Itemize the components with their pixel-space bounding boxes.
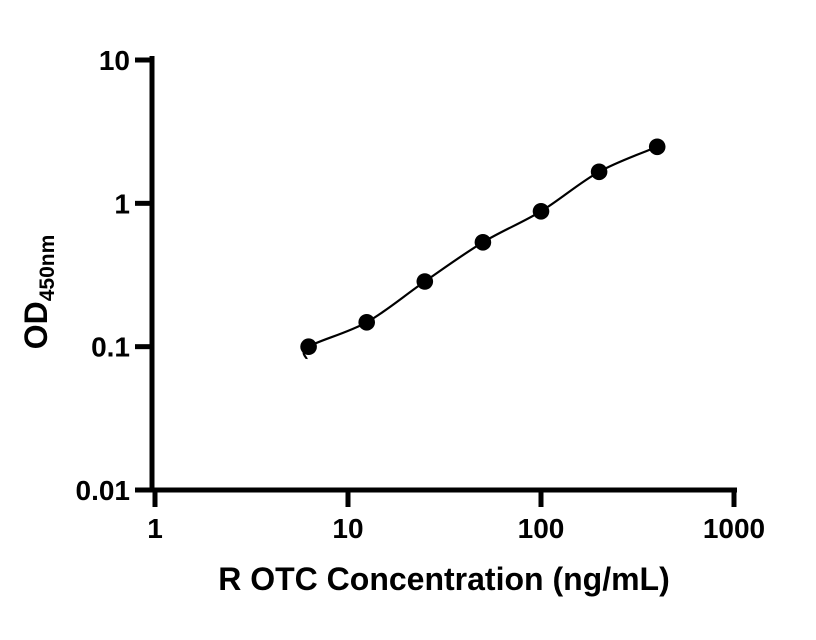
data-point: [474, 234, 492, 251]
x-tick-label: 10: [332, 513, 363, 544]
axis-titles: R OTC Concentration (ng/mL) OD450nm: [18, 235, 670, 597]
axes: [149, 56, 737, 493]
tick-labels: 1 10 100 1000 0.01 0.1 1 10: [76, 45, 766, 544]
x-tick-label: 1: [147, 513, 163, 544]
y-tick-label: 0.01: [76, 475, 131, 506]
x-tick-label: 1000: [703, 513, 765, 544]
y-axis-title-subscript: 450nm: [36, 235, 59, 302]
x-axis-title: R OTC Concentration (ng/mL): [218, 561, 670, 597]
data-point: [590, 163, 608, 181]
data-point: [416, 273, 434, 290]
data-points: [300, 138, 666, 356]
y-axis-title: OD450nm: [18, 235, 59, 350]
fit-curve-line: [302, 145, 658, 360]
y-tick-label: 0.1: [91, 332, 130, 363]
data-point: [300, 338, 317, 356]
x-tick-label: 100: [518, 513, 565, 544]
y-tick-label: 10: [99, 45, 130, 76]
y-tick-label: 1: [114, 188, 130, 219]
data-point: [358, 314, 376, 331]
ticks: [135, 57, 737, 507]
data-point: [648, 138, 666, 156]
data-point: [532, 203, 550, 220]
y-axis-title-main: OD: [18, 301, 54, 349]
fit-curve: [302, 145, 658, 360]
